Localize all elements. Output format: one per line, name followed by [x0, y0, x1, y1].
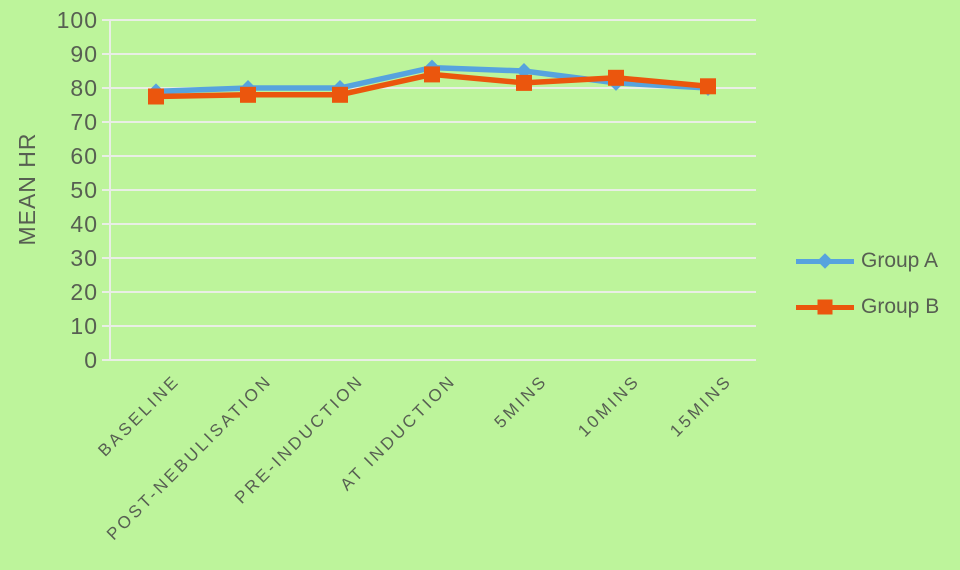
square-marker-icon [332, 86, 348, 103]
legend-label-group-b: Group B [861, 295, 940, 318]
y-tick-label-60: 60 [70, 143, 98, 169]
legend: Group A Group B [796, 249, 940, 318]
diamond-marker-icon [817, 253, 833, 269]
square-marker-icon [240, 86, 256, 103]
y-axis-title: MEAN HR [14, 132, 40, 246]
y-tick-label-50: 50 [70, 177, 98, 203]
y-tick-label-20: 20 [70, 279, 98, 305]
square-marker-icon [817, 299, 833, 315]
square-marker-icon [700, 78, 716, 95]
square-marker-icon [516, 74, 532, 91]
y-tick-label-80: 80 [70, 75, 98, 101]
y-tick-label-100: 100 [56, 7, 98, 33]
y-tick-label-10: 10 [70, 313, 98, 339]
y-tick-label-40: 40 [70, 211, 98, 237]
y-tick-label-70: 70 [70, 109, 98, 135]
y-tick-label-0: 0 [84, 347, 98, 373]
y-tick-label-90: 90 [70, 41, 98, 67]
legend-item-group-b: Group B [796, 295, 940, 318]
square-marker-icon [424, 66, 440, 83]
legend-item-group-a: Group A [796, 249, 939, 272]
group-b-line-sample [796, 299, 854, 315]
legend-label-group-a: Group A [861, 249, 939, 272]
y-tick-label-30: 30 [70, 245, 98, 271]
square-marker-icon [148, 88, 164, 105]
square-marker-icon [608, 69, 624, 86]
group-a-line-sample [796, 253, 854, 269]
